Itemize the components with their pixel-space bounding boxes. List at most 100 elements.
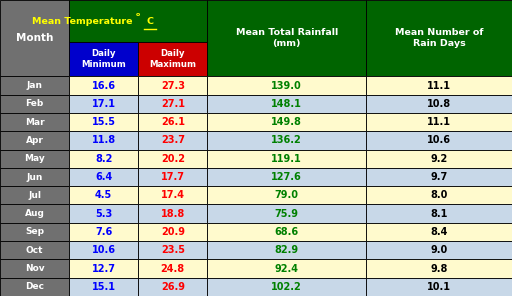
Text: 8.0: 8.0	[431, 190, 447, 200]
Text: C: C	[147, 17, 154, 25]
Text: Dec: Dec	[25, 282, 44, 291]
Text: Mean Total Rainfall
(mm): Mean Total Rainfall (mm)	[236, 28, 338, 48]
Bar	[69, 95, 138, 113]
Bar	[69, 241, 138, 259]
Text: 17.7: 17.7	[161, 172, 185, 182]
Text: 9.2: 9.2	[431, 154, 447, 164]
Text: 102.2: 102.2	[271, 282, 302, 292]
Text: 10.6: 10.6	[92, 245, 116, 255]
Text: Oct: Oct	[26, 246, 44, 255]
Text: 6.4: 6.4	[95, 172, 112, 182]
Text: 20.2: 20.2	[161, 154, 185, 164]
Bar	[69, 205, 138, 223]
Text: 15.1: 15.1	[92, 282, 116, 292]
Bar	[69, 42, 138, 76]
Bar	[0, 131, 69, 149]
Text: 8.4: 8.4	[431, 227, 447, 237]
Text: Apr: Apr	[26, 136, 44, 145]
Bar	[366, 149, 512, 168]
Bar	[366, 186, 512, 205]
Bar	[138, 131, 207, 149]
Text: 23.7: 23.7	[161, 136, 185, 145]
Bar	[366, 131, 512, 149]
Text: Feb: Feb	[26, 99, 44, 108]
Bar	[207, 278, 366, 296]
Bar	[138, 241, 207, 259]
Bar	[0, 0, 69, 76]
Text: 8.1: 8.1	[431, 209, 447, 219]
Bar	[0, 76, 69, 95]
Text: 27.3: 27.3	[161, 81, 185, 91]
Bar	[366, 205, 512, 223]
Text: o: o	[136, 12, 140, 17]
Text: Jun: Jun	[27, 173, 42, 181]
Text: 68.6: 68.6	[274, 227, 299, 237]
Text: 20.9: 20.9	[161, 227, 185, 237]
Text: Jul: Jul	[28, 191, 41, 200]
Text: 17.4: 17.4	[161, 190, 185, 200]
Text: Nov: Nov	[25, 264, 45, 273]
Bar	[69, 168, 138, 186]
Text: 7.6: 7.6	[95, 227, 112, 237]
Text: Aug: Aug	[25, 209, 45, 218]
Bar	[69, 131, 138, 149]
Bar	[138, 186, 207, 205]
Text: Jan: Jan	[27, 81, 42, 90]
Bar	[69, 259, 138, 278]
Text: 82.9: 82.9	[274, 245, 299, 255]
Text: 5.3: 5.3	[95, 209, 112, 219]
Text: Daily
Minimum: Daily Minimum	[81, 49, 126, 69]
Text: 148.1: 148.1	[271, 99, 302, 109]
Bar	[138, 113, 207, 131]
Text: 79.0: 79.0	[275, 190, 298, 200]
Text: 24.8: 24.8	[161, 263, 185, 274]
Bar	[207, 241, 366, 259]
Bar	[0, 149, 69, 168]
Bar	[0, 186, 69, 205]
Bar	[207, 131, 366, 149]
Bar	[207, 0, 366, 76]
Bar	[0, 223, 69, 241]
Bar	[69, 186, 138, 205]
Bar	[207, 186, 366, 205]
Text: Daily
Maximum: Daily Maximum	[150, 49, 196, 69]
Bar	[69, 0, 207, 42]
Bar	[366, 95, 512, 113]
Text: May: May	[24, 154, 45, 163]
Bar	[207, 223, 366, 241]
Text: 9.7: 9.7	[431, 172, 447, 182]
Bar	[0, 205, 69, 223]
Text: 10.8: 10.8	[427, 99, 451, 109]
Bar	[366, 259, 512, 278]
Text: 16.6: 16.6	[92, 81, 116, 91]
Bar	[366, 76, 512, 95]
Text: 12.7: 12.7	[92, 263, 116, 274]
Text: 75.9: 75.9	[275, 209, 298, 219]
Text: 9.8: 9.8	[431, 263, 447, 274]
Bar	[207, 168, 366, 186]
Text: 10.6: 10.6	[427, 136, 451, 145]
Bar	[0, 278, 69, 296]
Text: 127.6: 127.6	[271, 172, 302, 182]
Bar	[366, 0, 512, 76]
Bar	[69, 278, 138, 296]
Text: 26.1: 26.1	[161, 117, 185, 127]
Bar	[207, 205, 366, 223]
Bar	[138, 168, 207, 186]
Text: 15.5: 15.5	[92, 117, 116, 127]
Text: 18.8: 18.8	[161, 209, 185, 219]
Bar	[207, 76, 366, 95]
Bar	[207, 259, 366, 278]
Bar	[366, 168, 512, 186]
Text: Month: Month	[16, 33, 53, 43]
Bar	[366, 278, 512, 296]
Text: 119.1: 119.1	[271, 154, 302, 164]
Text: Sep: Sep	[25, 227, 44, 237]
Text: Mean Temperature: Mean Temperature	[32, 17, 136, 25]
Bar	[207, 95, 366, 113]
Bar	[138, 259, 207, 278]
Text: 9.0: 9.0	[431, 245, 447, 255]
Text: 8.2: 8.2	[95, 154, 112, 164]
Bar	[138, 223, 207, 241]
Text: 136.2: 136.2	[271, 136, 302, 145]
